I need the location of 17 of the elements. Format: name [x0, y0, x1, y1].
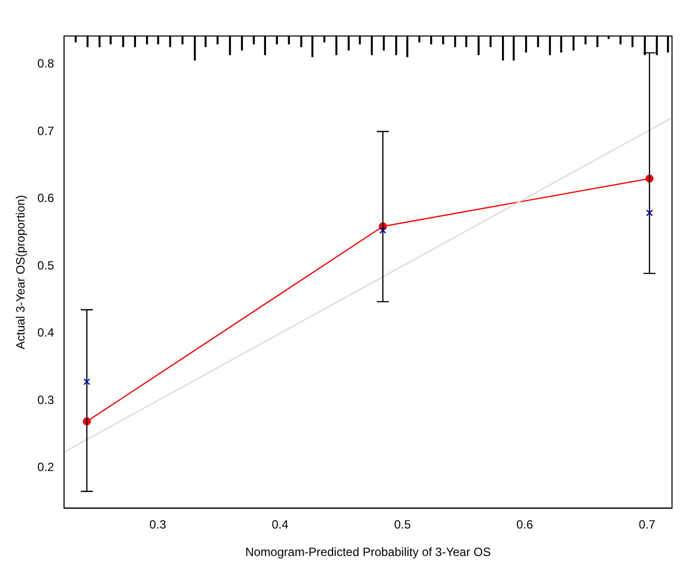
- point: [379, 226, 386, 234]
- y-axis-title: Actual 3-Year OS(proportion): [14, 194, 28, 350]
- y-tick-label: 0.4: [37, 326, 54, 340]
- y-tick-label: 0.3: [37, 392, 54, 407]
- x-tick-label: 0.5: [394, 518, 412, 532]
- y-tick-label: 0.7: [37, 124, 54, 138]
- point: [646, 209, 653, 216]
- x-tick-label: 0.6: [516, 518, 534, 532]
- x-axis-title: Nomogram-Predicted Probability of 3-Year OS: [245, 545, 491, 560]
- y-tick-label: 0.5: [37, 258, 54, 272]
- x-tick-label: 0.7: [638, 518, 656, 532]
- point: [83, 378, 90, 386]
- y-tick-label: 0.2: [37, 460, 54, 474]
- y-tick-label: 0.6: [37, 191, 54, 206]
- x-tick-label: 0.4: [272, 518, 289, 532]
- y-tick-label: 0.8: [37, 56, 54, 71]
- x-tick-label: 0.3: [149, 518, 166, 532]
